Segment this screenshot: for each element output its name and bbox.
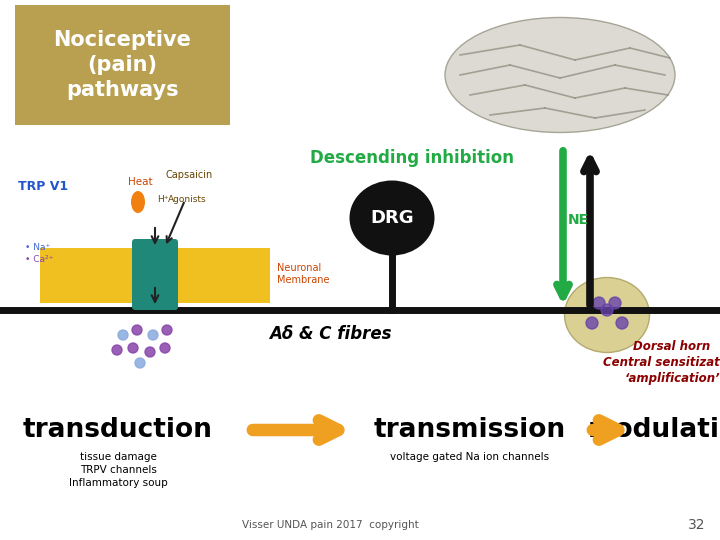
Ellipse shape [131,191,145,213]
Ellipse shape [564,278,649,353]
Circle shape [148,330,158,340]
Text: Aδ & C fibres: Aδ & C fibres [269,325,391,343]
Text: Capsaicin: Capsaicin [165,170,212,180]
Text: Visser UNDA pain 2017  copyright: Visser UNDA pain 2017 copyright [242,520,418,530]
Text: Neuronal
Membrane: Neuronal Membrane [277,263,330,286]
Circle shape [145,347,155,357]
Text: • Na⁺: • Na⁺ [25,244,50,253]
Circle shape [132,325,142,335]
FancyBboxPatch shape [15,5,230,125]
Text: NE: NE [568,213,589,227]
Circle shape [160,343,170,353]
Text: transduction: transduction [23,417,213,443]
Text: modulation: modulation [588,417,720,443]
Circle shape [135,358,145,368]
Text: tissue damage
TRPV channels
Inflammatory soup: tissue damage TRPV channels Inflammatory… [68,452,167,488]
Text: Descending inhibition: Descending inhibition [310,149,514,167]
Text: transmission: transmission [374,417,566,443]
Circle shape [586,317,598,329]
Text: • Ca²⁺: • Ca²⁺ [25,255,53,265]
Circle shape [118,330,128,340]
Text: Nociceptive
(pain)
pathways: Nociceptive (pain) pathways [53,30,192,100]
Text: TRP V1: TRP V1 [18,180,68,193]
Text: Heat: Heat [128,177,153,187]
Circle shape [162,325,172,335]
Circle shape [601,304,613,316]
Circle shape [616,317,628,329]
Circle shape [609,297,621,309]
Text: H⁺: H⁺ [157,195,168,205]
FancyBboxPatch shape [132,239,178,310]
Text: Dorsal horn
Central sensitization
‘amplification’: Dorsal horn Central sensitization ‘ampli… [603,340,720,385]
Text: 32: 32 [688,518,705,532]
Ellipse shape [445,17,675,132]
Circle shape [112,345,122,355]
Text: Agonists: Agonists [168,195,207,205]
Text: voltage gated Na ion channels: voltage gated Na ion channels [390,452,549,462]
Circle shape [128,343,138,353]
FancyBboxPatch shape [40,248,270,303]
Text: DRG: DRG [370,209,414,227]
Circle shape [593,297,605,309]
Ellipse shape [349,180,434,255]
